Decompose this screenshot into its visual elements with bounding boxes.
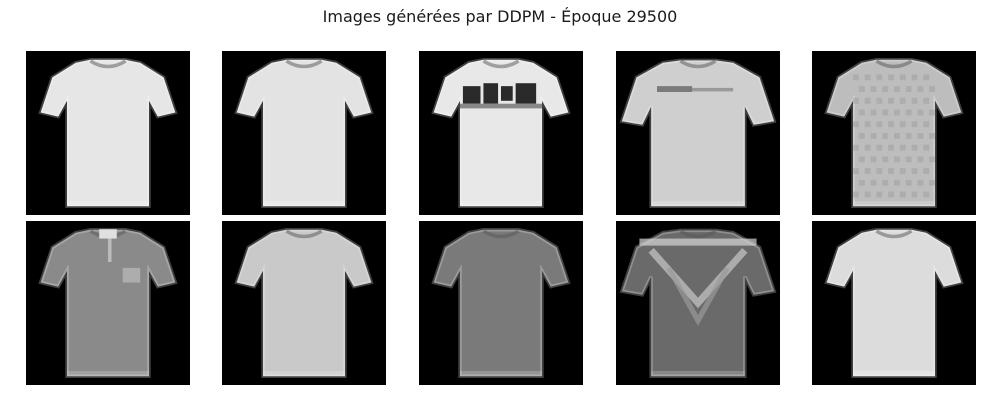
generated-image-9 — [616, 221, 780, 385]
generated-image-10 — [812, 221, 976, 385]
generated-image-4 — [616, 51, 780, 215]
tshirt-sample-2 — [222, 51, 386, 215]
tshirt-sample-10 — [812, 221, 976, 385]
tshirt-sample-5 — [812, 51, 976, 215]
tshirt-sample-4 — [616, 51, 780, 215]
tshirt-sample-6 — [26, 221, 190, 385]
tshirt-sample-1 — [26, 51, 190, 215]
generated-image-1 — [26, 51, 190, 215]
tshirt-sample-9 — [616, 221, 780, 385]
tshirt-sample-8 — [419, 221, 583, 385]
generated-image-2 — [222, 51, 386, 215]
generated-image-8 — [419, 221, 583, 385]
generated-image-3 — [419, 51, 583, 215]
tshirt-sample-3 — [419, 51, 583, 215]
generated-image-7 — [222, 221, 386, 385]
tshirt-sample-7 — [222, 221, 386, 385]
generated-image-6 — [26, 221, 190, 385]
figure-title: Images générées par DDPM - Époque 29500 — [322, 7, 678, 26]
generated-image-5 — [812, 51, 976, 215]
